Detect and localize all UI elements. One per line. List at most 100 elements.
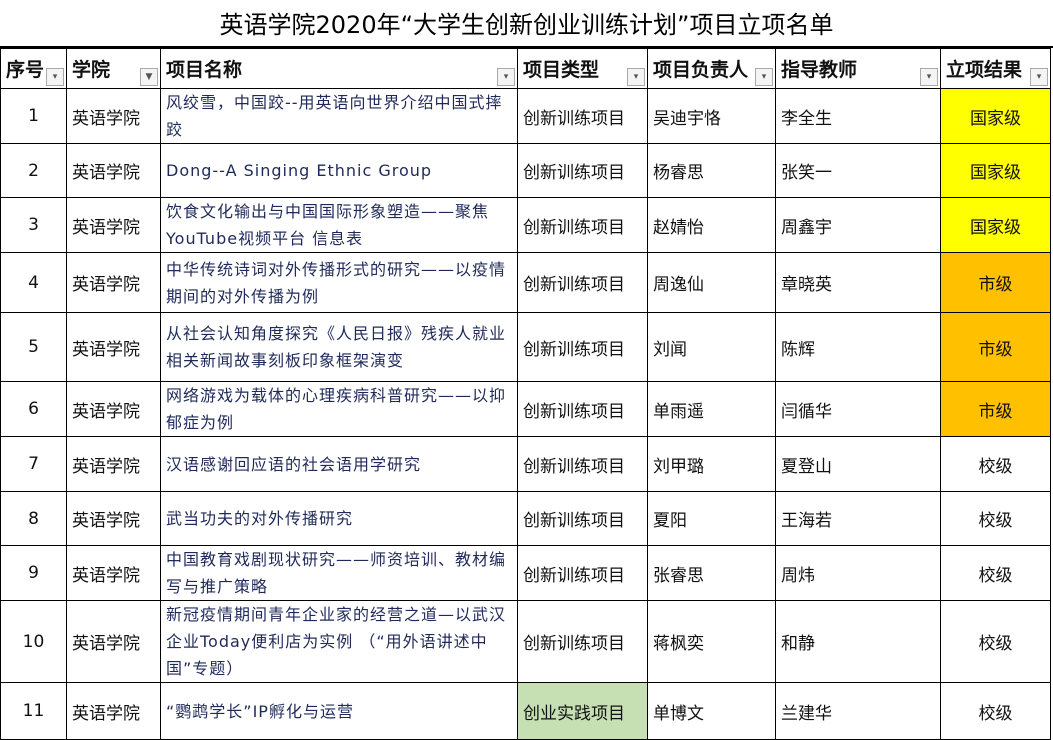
cell-college[interactable]: 英语学院 [66, 491, 161, 546]
cell-college[interactable]: 英语学院 [66, 252, 161, 313]
cell-result[interactable]: 校级 [940, 545, 1051, 601]
cell-type[interactable]: 创新训练项目 [517, 88, 648, 144]
cell-result[interactable]: 校级 [940, 682, 1051, 740]
cell-leader[interactable]: 杨睿思 [647, 143, 776, 198]
cell-no[interactable]: 10 [0, 600, 67, 683]
cell-result[interactable]: 市级 [940, 312, 1051, 382]
cell-leader[interactable]: 单雨遥 [647, 381, 776, 437]
project-table: 序号 ▾ 学院 ▼ 项目名称 ▾ 项目类型 ▾ 项目负责人 ▾ 指导教师 ▾ 立项结果 ▾ 1 英语学院 风绞… [0, 48, 1051, 740]
cell-college[interactable]: 英语学院 [66, 436, 161, 492]
cell-name[interactable]: 中华传统诗词对外传播形式的研究——以疫情期间的对外传播为例 [160, 252, 518, 313]
cell-college[interactable]: 英语学院 [66, 312, 161, 382]
cell-result[interactable]: 市级 [940, 381, 1051, 437]
sheet-title: 英语学院2020年“大学生创新创业训练计划”项目立项名单 [0, 0, 1053, 48]
cell-no[interactable]: 8 [0, 491, 67, 546]
cell-result[interactable]: 校级 [940, 600, 1051, 683]
cell-name[interactable]: 饮食文化输出与中国国际形象塑造——聚焦YouTube视频平台 信息表 [160, 197, 518, 253]
column-header: 项目类型 ▾ [517, 48, 648, 89]
column-header: 学院 ▼ [66, 48, 161, 89]
cell-name[interactable]: “鹦鹉学长”IP孵化与运营 [160, 682, 518, 740]
cell-type[interactable]: 创新训练项目 [517, 312, 648, 382]
cell-teacher[interactable]: 和静 [775, 600, 941, 683]
cell-no[interactable]: 1 [0, 88, 67, 144]
table-row: 10 英语学院 新冠疫情期间青年企业家的经营之道—以武汉企业Today便利店为实例 … [0, 600, 1051, 683]
cell-leader[interactable]: 刘甲璐 [647, 436, 776, 492]
column-header-label: 项目类型 [523, 59, 600, 81]
column-header: 指导教师 ▾ [775, 48, 941, 89]
cell-result[interactable]: 市级 [940, 252, 1051, 313]
column-header-label: 学院 [72, 59, 111, 81]
cell-teacher[interactable]: 周鑫宇 [775, 197, 941, 253]
cell-no[interactable]: 11 [0, 682, 67, 740]
cell-no[interactable]: 5 [0, 312, 67, 382]
cell-teacher[interactable]: 李全生 [775, 88, 941, 144]
table-row: 1 英语学院 风绞雪，中国跤--用英语向世界介绍中国式摔跤 创新训练项目 吴迪宇恪 李全生… [0, 88, 1051, 144]
column-header-label: 项目负责人 [653, 59, 749, 81]
cell-no[interactable]: 2 [0, 143, 67, 198]
cell-leader[interactable]: 单博文 [647, 682, 776, 740]
cell-result[interactable]: 校级 [940, 491, 1051, 546]
cell-type[interactable]: 创业实践项目 [517, 682, 648, 740]
cell-college[interactable]: 英语学院 [66, 197, 161, 253]
cell-leader[interactable]: 蒋枫奕 [647, 600, 776, 683]
cell-college[interactable]: 英语学院 [66, 143, 161, 198]
column-header: 项目名称 ▾ [160, 48, 518, 89]
column-header-label: 指导教师 [781, 59, 858, 81]
cell-type[interactable]: 创新训练项目 [517, 197, 648, 253]
cell-type[interactable]: 创新训练项目 [517, 436, 648, 492]
cell-college[interactable]: 英语学院 [66, 545, 161, 601]
cell-teacher[interactable]: 章晓英 [775, 252, 941, 313]
table-body: 1 英语学院 风绞雪，中国跤--用英语向世界介绍中国式摔跤 创新训练项目 吴迪宇恪 李全生… [0, 88, 1051, 740]
cell-result[interactable]: 国家级 [940, 143, 1051, 198]
cell-teacher[interactable]: 闫循华 [775, 381, 941, 437]
filter-dropdown-icon[interactable]: ▾ [46, 68, 64, 86]
cell-type[interactable]: 创新训练项目 [517, 143, 648, 198]
filter-active-icon[interactable]: ▼ [140, 68, 158, 86]
cell-leader[interactable]: 吴迪宇恪 [647, 88, 776, 144]
cell-result[interactable]: 校级 [940, 436, 1051, 492]
cell-type[interactable]: 创新训练项目 [517, 381, 648, 437]
cell-no[interactable]: 4 [0, 252, 67, 313]
cell-teacher[interactable]: 周炜 [775, 545, 941, 601]
cell-type[interactable]: 创新训练项目 [517, 252, 648, 313]
cell-name[interactable]: 风绞雪，中国跤--用英语向世界介绍中国式摔跤 [160, 88, 518, 144]
column-header: 立项结果 ▾ [940, 48, 1051, 89]
filter-dropdown-icon[interactable]: ▾ [1030, 68, 1048, 86]
cell-name[interactable]: Dong--A Singing Ethnic Group [160, 143, 518, 198]
cell-type[interactable]: 创新训练项目 [517, 491, 648, 546]
cell-no[interactable]: 6 [0, 381, 67, 437]
cell-type[interactable]: 创新训练项目 [517, 545, 648, 601]
cell-result[interactable]: 国家级 [940, 197, 1051, 253]
cell-college[interactable]: 英语学院 [66, 682, 161, 740]
cell-name[interactable]: 中国教育戏剧现状研究——师资培训、教材编写与推广策略 [160, 545, 518, 601]
cell-leader[interactable]: 张睿思 [647, 545, 776, 601]
cell-leader[interactable]: 赵婧怡 [647, 197, 776, 253]
column-header-label: 序号 [6, 59, 45, 81]
cell-teacher[interactable]: 张笑一 [775, 143, 941, 198]
cell-teacher[interactable]: 陈辉 [775, 312, 941, 382]
cell-no[interactable]: 9 [0, 545, 67, 601]
cell-teacher[interactable]: 夏登山 [775, 436, 941, 492]
cell-leader[interactable]: 周逸仙 [647, 252, 776, 313]
cell-type[interactable]: 创新训练项目 [517, 600, 648, 683]
cell-college[interactable]: 英语学院 [66, 381, 161, 437]
cell-name[interactable]: 汉语感谢回应语的社会语用学研究 [160, 436, 518, 492]
filter-dropdown-icon[interactable]: ▾ [627, 68, 645, 86]
cell-name[interactable]: 新冠疫情期间青年企业家的经营之道—以武汉企业Today便利店为实例 （“用外语讲… [160, 600, 518, 683]
cell-no[interactable]: 3 [0, 197, 67, 253]
cell-college[interactable]: 英语学院 [66, 88, 161, 144]
cell-name[interactable]: 武当功夫的对外传播研究 [160, 491, 518, 546]
filter-dropdown-icon[interactable]: ▾ [497, 68, 515, 86]
filter-dropdown-icon[interactable]: ▾ [755, 68, 773, 86]
filter-dropdown-icon[interactable]: ▾ [920, 68, 938, 86]
cell-teacher[interactable]: 王海若 [775, 491, 941, 546]
cell-name[interactable]: 网络游戏为载体的心理疾病科普研究——以抑郁症为例 [160, 381, 518, 437]
cell-college[interactable]: 英语学院 [66, 600, 161, 683]
cell-no[interactable]: 7 [0, 436, 67, 492]
cell-name[interactable]: 从社会认知角度探究《人民日报》残疾人就业相关新闻故事刻板印象框架演变 [160, 312, 518, 382]
cell-leader[interactable]: 夏阳 [647, 491, 776, 546]
cell-teacher[interactable]: 兰建华 [775, 682, 941, 740]
cell-result[interactable]: 国家级 [940, 88, 1051, 144]
column-header-label: 项目名称 [166, 59, 243, 81]
cell-leader[interactable]: 刘闻 [647, 312, 776, 382]
